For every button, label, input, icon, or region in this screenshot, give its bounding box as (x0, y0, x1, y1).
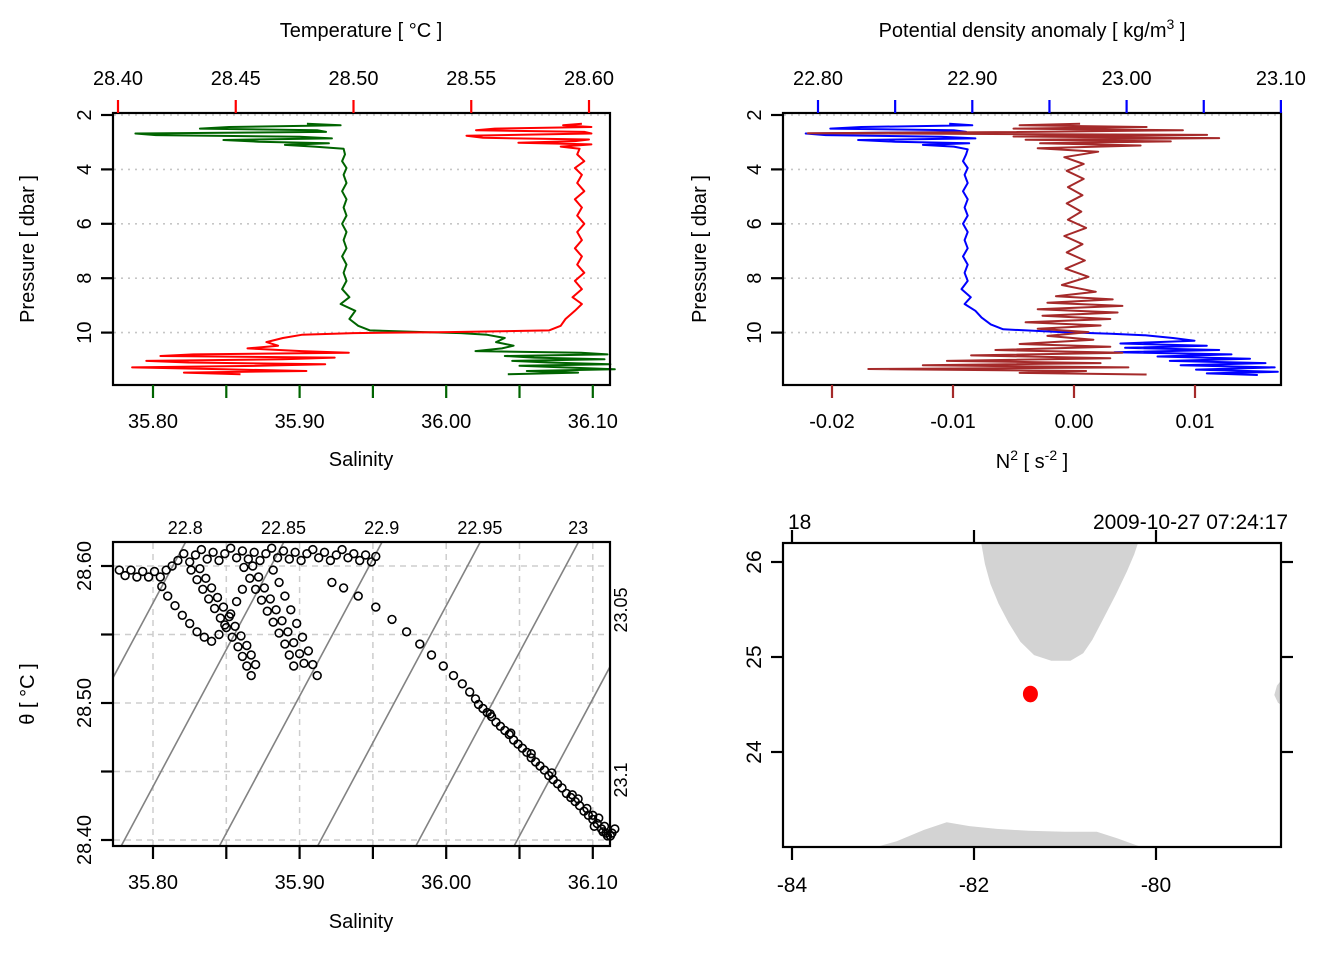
n2-axis: -0.02 -0.01 0.00 0.01 (809, 385, 1214, 433)
pressure-axis-right-panel: 2 4 6 8 10 (744, 109, 783, 344)
svg-text:28.60: 28.60 (564, 68, 614, 90)
svg-text:24: 24 (743, 740, 766, 764)
pressure-axis-title-right: Pressure [ dbar ] (689, 175, 711, 323)
svg-text:-84: -84 (777, 874, 808, 897)
land-island (1274, 680, 1281, 705)
svg-text:26: 26 (743, 550, 766, 573)
svg-text:22.9: 22.9 (364, 518, 399, 538)
svg-text:25: 25 (743, 645, 766, 668)
svg-text:8: 8 (744, 273, 766, 284)
svg-text:23.1: 23.1 (611, 762, 631, 797)
density-axis: 22.80 22.90 23.00 23.10 (793, 68, 1306, 113)
station-number-label: 18 (788, 511, 811, 534)
station-marker (1022, 685, 1038, 703)
svg-text:2: 2 (744, 109, 766, 120)
temperature-axis: 28.40 28.45 28.50 28.55 28.60 (93, 68, 614, 113)
svg-text:23.00: 23.00 (1102, 68, 1152, 90)
svg-text:Potential density anomaly [ kg: Potential density anomaly [ kg/m3 ] (879, 16, 1186, 42)
svg-text:22.95: 22.95 (457, 518, 502, 538)
ts-salinity-axis: 35.80 35.90 36.00 36.10 (128, 846, 618, 894)
map-plot-area: -84 -82 -80 24 25 26 (743, 530, 1293, 897)
density-n2-plot-area: 22.80 22.90 23.00 23.10 -0.02 -0.01 0.00 0.01 2 4… (744, 16, 1306, 473)
theta-axis-title: θ [ °C ] (17, 663, 39, 724)
svg-text:35.80: 35.80 (128, 411, 178, 433)
salinity-axis: 35.80 35.90 36.00 36.10 (128, 385, 618, 433)
panel-profile-temp-sal: 28.40 28.45 28.50 28.55 28.60 35.80 35.90 36.00… (17, 20, 618, 471)
pressure-axis: 2 4 6 8 10 (74, 109, 113, 344)
svg-text:36.00: 36.00 (421, 872, 471, 894)
svg-text:28.45: 28.45 (211, 68, 261, 90)
svg-text:35.90: 35.90 (275, 411, 325, 433)
pressure-axis-title: Pressure [ dbar ] (17, 175, 39, 323)
svg-text:22.80: 22.80 (793, 68, 843, 90)
density-axis-title: Potential density anomaly [ kg/m3 ] (879, 16, 1186, 42)
svg-text:23.05: 23.05 (611, 587, 631, 632)
land-cuba (876, 822, 1142, 847)
svg-text:-0.02: -0.02 (809, 411, 855, 433)
svg-text:0.01: 0.01 (1176, 411, 1215, 433)
svg-text:28.60: 28.60 (74, 541, 96, 591)
svg-text:35.90: 35.90 (275, 872, 325, 894)
panel-profile-density-n2: 22.80 22.90 23.00 23.10 -0.02 -0.01 0.00 0.01 2 4… (689, 16, 1306, 473)
pressure-gridlines (784, 114, 1280, 334)
map-longitude-axis: -84 -82 -80 (777, 530, 1171, 897)
svg-text:2: 2 (74, 109, 96, 120)
svg-text:4: 4 (744, 164, 766, 175)
station-time-label: 2009-10-27 07:24:17 (1093, 511, 1288, 534)
svg-text:10: 10 (74, 321, 96, 343)
svg-text:-0.01: -0.01 (930, 411, 976, 433)
svg-text:28.50: 28.50 (328, 68, 378, 90)
svg-text:36.00: 36.00 (421, 411, 471, 433)
temperature-axis-title: Temperature [ °C ] (280, 20, 443, 42)
svg-text:23: 23 (568, 518, 588, 538)
svg-text:6: 6 (744, 218, 766, 229)
svg-text:4: 4 (74, 164, 96, 175)
temperature-profile-line (131, 122, 593, 376)
theta-axis: 28.40 28.50 28.60 (74, 541, 113, 865)
temp-sal-plot-area: 28.40 28.45 28.50 28.55 28.60 35.80 35.90 36.00… (74, 68, 618, 433)
n2-profile-line (806, 122, 1221, 376)
svg-text:36.10: 36.10 (568, 872, 618, 894)
panel-station-map: -84 -82 -80 24 25 26 18 2009-10-27 07:24:17 (743, 511, 1293, 897)
map-latitude-axis: 24 25 26 (743, 550, 1293, 764)
svg-text:36.10: 36.10 (568, 411, 618, 433)
salinity-profile-line (134, 122, 616, 376)
svg-text:8: 8 (74, 273, 96, 284)
svg-text:28.40: 28.40 (93, 68, 143, 90)
land-polygons (876, 543, 1281, 847)
svg-text:28.50: 28.50 (74, 678, 96, 728)
svg-text:22.90: 22.90 (947, 68, 997, 90)
density-profile-line (804, 122, 1279, 376)
n2-axis-title: N2 [ s-2 ] (996, 447, 1069, 473)
isopycnal-contours (113, 542, 610, 846)
svg-text:35.80: 35.80 (128, 872, 178, 894)
svg-text:28.40: 28.40 (74, 815, 96, 865)
svg-text:23.10: 23.10 (1256, 68, 1306, 90)
svg-text:-82: -82 (959, 874, 989, 897)
svg-text:-80: -80 (1141, 874, 1171, 897)
svg-text:28.55: 28.55 (446, 68, 496, 90)
isopycnal-labels: 22.8 22.85 22.9 22.95 23 23.05 23.1 (168, 518, 631, 798)
ts-gridlines (114, 543, 609, 845)
svg-text:6: 6 (74, 218, 96, 229)
land-florida (981, 543, 1139, 661)
svg-text:22.8: 22.8 (168, 518, 203, 538)
ts-scatter-points (114, 543, 620, 841)
svg-text:22.85: 22.85 (261, 518, 306, 538)
svg-text:N2 [ s-2 ]: N2 [ s-2 ] (996, 447, 1069, 473)
salinity-axis-title: Salinity (329, 449, 393, 471)
pressure-gridlines (114, 114, 609, 334)
ts-x-axis-title: Salinity (329, 911, 393, 933)
svg-text:0.00: 0.00 (1055, 411, 1094, 433)
svg-text:10: 10 (744, 321, 766, 343)
